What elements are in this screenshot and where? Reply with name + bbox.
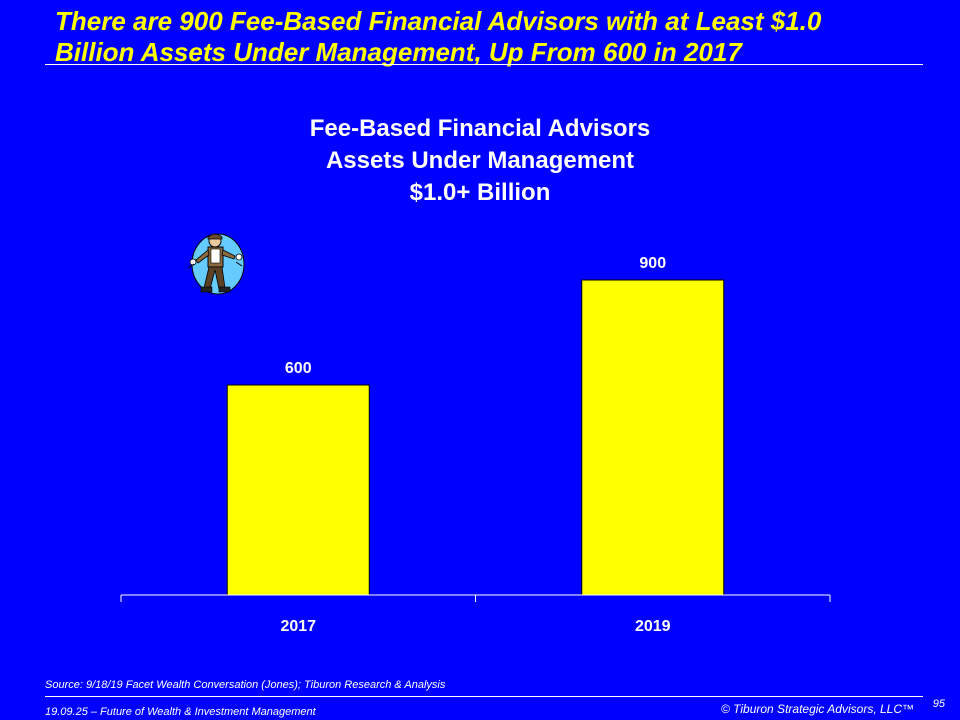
slide-headline: There are 900 Fee-Based Financial Adviso… (55, 6, 935, 68)
page-number: 95 (932, 698, 945, 710)
chart-title-line-2: Assets Under Management (325, 147, 635, 174)
source-note: Source: 9/18/19 Facet Wealth Conversatio… (45, 679, 446, 691)
headline-line-1: There are 900 Fee-Based Financial Adviso… (55, 6, 822, 36)
bar-2019 (581, 279, 725, 596)
bar-2017 (226, 384, 370, 596)
footer-date-title: 19.09.25 – Future of Wealth & Investment… (45, 706, 316, 718)
worker-with-wrench-icon (187, 233, 245, 295)
footer-copyright: © Tiburon Strategic Advisors, LLC™ (720, 702, 914, 716)
headline-line-2: Billion Assets Under Management, Up From… (55, 37, 742, 67)
chart-title-line-3: $1.0+ Billion (409, 179, 551, 206)
data-label-2019: 900 (639, 255, 666, 272)
footer-divider (45, 696, 923, 697)
headline-divider (45, 64, 923, 65)
data-label-2017: 600 (285, 360, 312, 377)
chart-title: Fee-Based Financial Advisors Assets Unde… (180, 113, 780, 209)
x-tick-label-2017: 2017 (280, 618, 316, 635)
x-tick-label-2019: 2019 (635, 618, 671, 635)
chart-title-line-1: Fee-Based Financial Advisors (309, 115, 651, 142)
